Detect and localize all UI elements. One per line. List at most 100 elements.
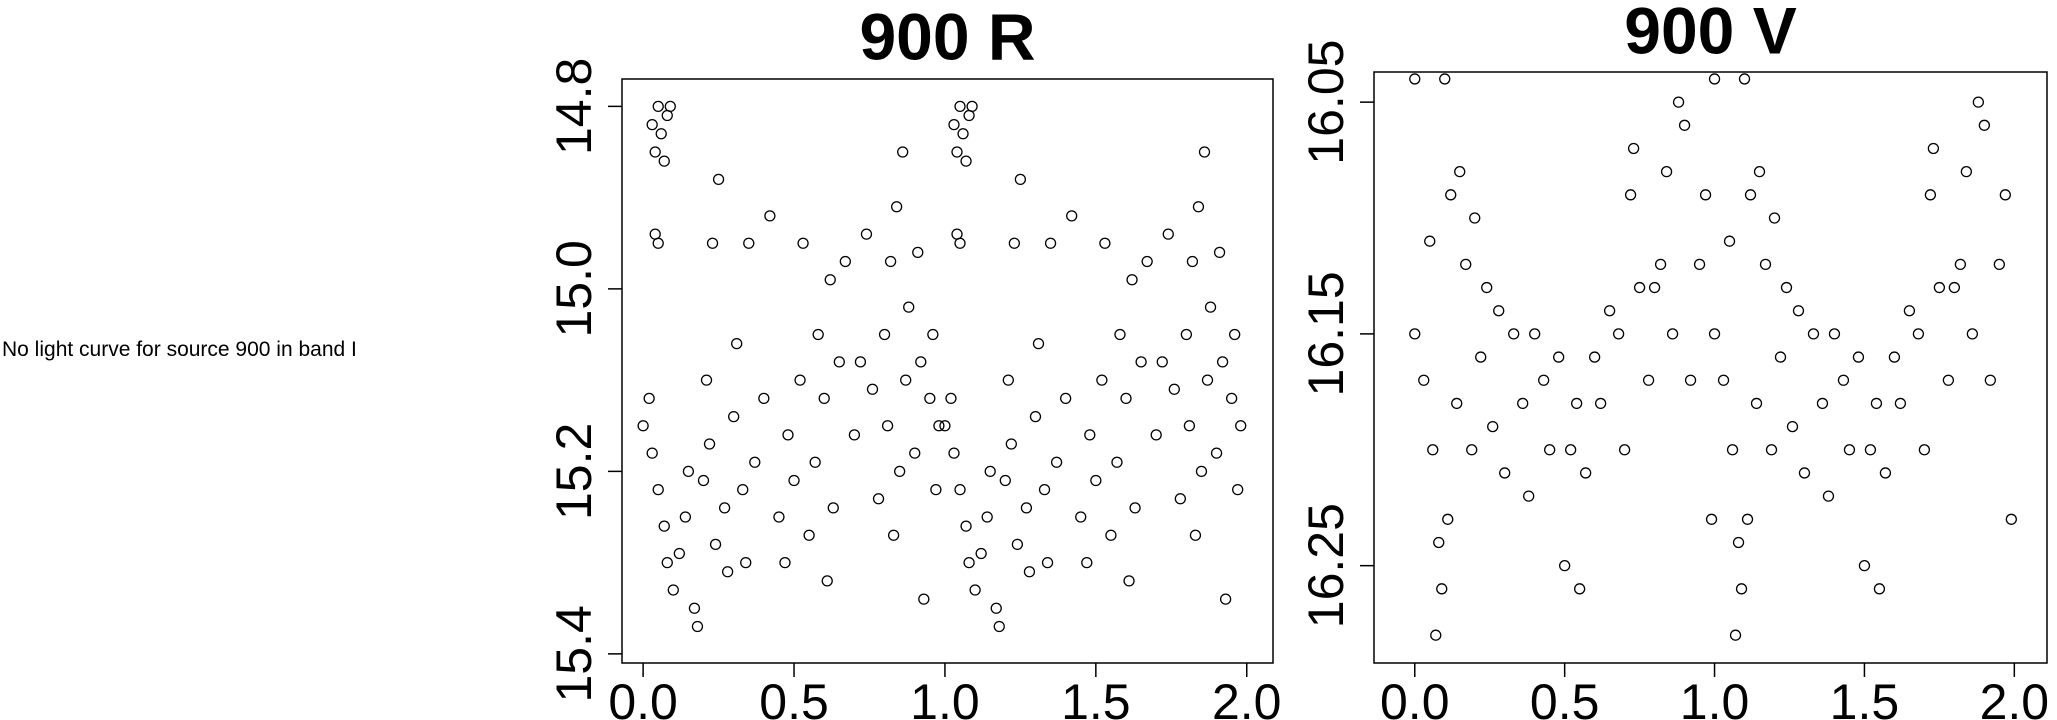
point bbox=[954, 237, 966, 249]
point bbox=[1219, 593, 1232, 605]
point bbox=[1084, 429, 1096, 441]
point bbox=[957, 128, 969, 140]
point bbox=[1960, 166, 1973, 178]
point bbox=[1627, 142, 1640, 155]
point bbox=[1723, 235, 1736, 247]
point bbox=[1816, 397, 1829, 410]
point bbox=[1544, 444, 1556, 456]
point bbox=[900, 374, 912, 386]
point bbox=[637, 420, 649, 432]
point bbox=[1409, 73, 1421, 85]
point bbox=[1050, 456, 1063, 468]
point bbox=[945, 392, 957, 405]
point bbox=[718, 502, 731, 514]
point bbox=[1529, 328, 1541, 340]
point bbox=[1942, 374, 1955, 386]
point bbox=[1189, 529, 1202, 541]
point bbox=[1162, 228, 1174, 240]
point bbox=[1433, 536, 1445, 549]
x-tick-label: 2.0 bbox=[1212, 674, 1282, 720]
point bbox=[1954, 258, 1967, 271]
point bbox=[827, 502, 839, 514]
point bbox=[809, 456, 821, 468]
point bbox=[1499, 467, 1511, 479]
point bbox=[1579, 467, 1592, 479]
point bbox=[1729, 629, 1742, 641]
point bbox=[1032, 337, 1045, 350]
point bbox=[951, 146, 963, 158]
point bbox=[918, 593, 930, 605]
point bbox=[824, 274, 836, 286]
point bbox=[1573, 583, 1586, 595]
point bbox=[1912, 328, 1925, 340]
point bbox=[706, 237, 719, 249]
point bbox=[984, 465, 996, 478]
point bbox=[1041, 556, 1054, 569]
point bbox=[848, 429, 861, 441]
point bbox=[737, 483, 749, 496]
point bbox=[1523, 490, 1535, 502]
point bbox=[1735, 583, 1748, 595]
point bbox=[1759, 258, 1772, 271]
point bbox=[1978, 119, 1990, 131]
point bbox=[990, 602, 1002, 614]
point bbox=[1705, 513, 1718, 525]
point bbox=[912, 246, 924, 259]
point bbox=[667, 584, 679, 596]
point bbox=[1114, 328, 1126, 341]
point bbox=[1469, 212, 1481, 224]
point bbox=[854, 356, 867, 368]
point bbox=[1096, 374, 1108, 386]
point bbox=[1768, 212, 1781, 224]
point bbox=[1894, 397, 1907, 410]
point bbox=[878, 328, 891, 341]
point bbox=[833, 356, 845, 368]
point bbox=[927, 328, 939, 341]
point bbox=[1603, 305, 1616, 317]
message: No light curve for source 900 in band I bbox=[2, 338, 357, 361]
point bbox=[1750, 397, 1763, 410]
point bbox=[703, 438, 716, 450]
point bbox=[1753, 166, 1766, 178]
point bbox=[960, 155, 972, 167]
point bbox=[1948, 281, 1961, 294]
point bbox=[1858, 560, 1871, 572]
point bbox=[1493, 305, 1505, 317]
point bbox=[1684, 374, 1697, 386]
point bbox=[1436, 583, 1448, 595]
point bbox=[1418, 374, 1430, 386]
point bbox=[1038, 483, 1051, 496]
point bbox=[1918, 444, 1931, 456]
point bbox=[797, 237, 809, 249]
point bbox=[954, 100, 966, 113]
point bbox=[812, 328, 824, 341]
x-tick-label: 0.5 bbox=[1530, 674, 1600, 720]
point bbox=[1666, 328, 1679, 340]
point bbox=[924, 392, 936, 405]
point bbox=[688, 602, 701, 614]
point bbox=[779, 556, 791, 569]
point bbox=[1044, 237, 1057, 249]
point bbox=[1966, 328, 1979, 340]
point bbox=[1774, 351, 1787, 363]
point bbox=[1460, 258, 1472, 271]
point bbox=[1099, 237, 1111, 249]
point bbox=[993, 620, 1005, 633]
point bbox=[740, 556, 752, 569]
chart-title: 900 V bbox=[1624, 0, 1796, 67]
point bbox=[691, 620, 704, 633]
point bbox=[1559, 560, 1571, 572]
point bbox=[1924, 189, 1937, 201]
point bbox=[939, 420, 951, 432]
point bbox=[948, 447, 960, 459]
point bbox=[1999, 189, 2011, 201]
point bbox=[1633, 281, 1646, 294]
point bbox=[1439, 73, 1451, 85]
point bbox=[1466, 444, 1478, 456]
point bbox=[700, 374, 713, 386]
point bbox=[1738, 73, 1751, 85]
point bbox=[1807, 328, 1820, 340]
point bbox=[1186, 255, 1199, 268]
point bbox=[1888, 351, 1901, 363]
